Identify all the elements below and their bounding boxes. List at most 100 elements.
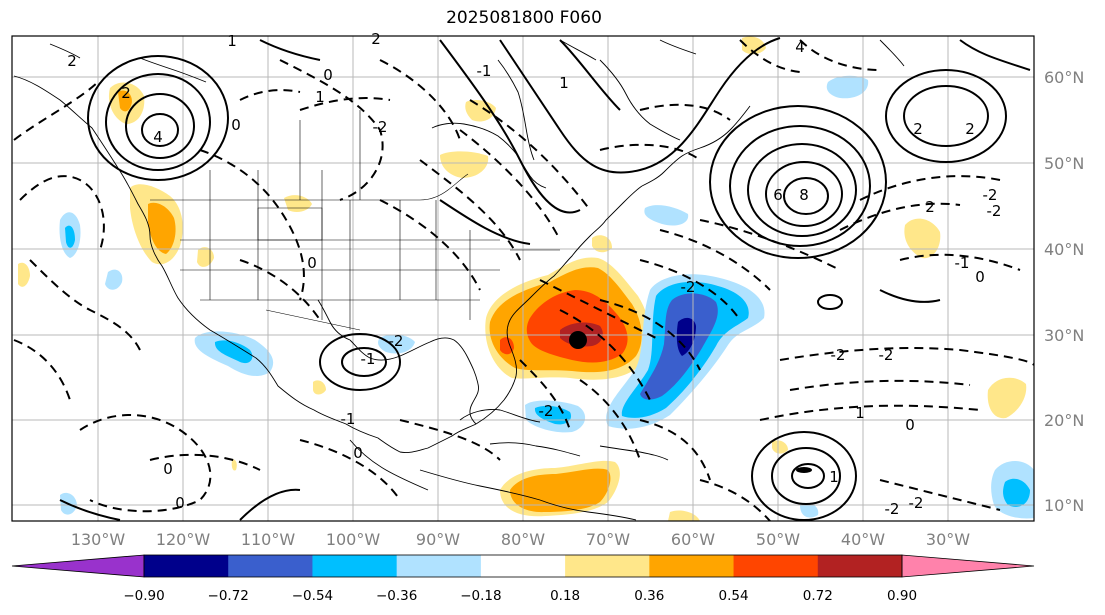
warm-patch-tiny1 [313,380,326,395]
cool-patch-north [826,75,869,99]
lon-label: 130°W [71,530,126,549]
colorbar-segment [480,555,566,577]
warm-patch-canada [742,36,766,55]
contour-label: 0 [175,494,185,512]
warm-patch-bc-inner [118,90,132,112]
contour-label: 1 [315,88,325,106]
contour-label: 4 [795,38,805,56]
lon-label: 70°W [586,530,630,549]
warm-patch-hudson [440,151,489,178]
lon-label: 90°W [416,530,460,549]
contour-label: 2 [371,30,381,48]
lon-label: 50°W [756,530,800,549]
lon-label: 60°W [671,530,715,549]
cool-anomaly-navy [676,317,696,356]
contour-label: 0 [163,460,173,478]
contour-label: 6 [773,186,783,204]
colorbar-segment [228,555,313,577]
cool-patch-atl [800,503,819,518]
colorbar-segment [817,555,903,577]
cool-patch-pacific-inner [65,225,75,248]
colorbar-tick-label: −0.72 [208,588,249,604]
longitude-labels: 130°W 120°W 110°W 100°W 90°W 80°W 70°W 6… [71,530,970,549]
colorbar-segment [733,555,819,577]
lat-label: 60°N [1044,68,1084,87]
contour-label: 2 [121,84,131,102]
map-title: 2025081800 F060 [446,8,602,28]
warm-patch-tiny2 [18,262,30,287]
contour-label: 0 [975,268,985,286]
colorbar-segment [144,555,229,577]
contour-label: 0 [307,254,317,272]
colorbar-tick-label: 0.54 [719,588,749,604]
warm-patch-tiny4 [231,459,237,471]
cool-patch-ne [644,205,689,226]
colorbar-tick-labels: −0.90 −0.72 −0.54 −0.36 −0.18 0.18 0.36 0.54 0.7… [123,588,917,604]
contour-label: 2 [913,120,923,138]
colorbar-segment [565,555,650,577]
contour-label: 1 [559,74,569,92]
contour-label: 0 [231,116,241,134]
coastlines [13,39,905,521]
warm-patch-coast-inner [148,202,176,254]
lon-label: 80°W [501,530,545,549]
contour-label: -2 [681,278,696,296]
colorbar-tick-label: 0.90 [887,588,917,604]
political-borders [150,110,560,331]
lat-lon-grid [12,36,1034,521]
contour-label: 0 [353,444,363,462]
warm-patch-east [987,377,1027,419]
colorbar-segment [312,555,398,577]
lon-label: 40°W [841,530,885,549]
lat-label: 20°N [1044,411,1084,430]
colorbar-tick-label: 0.18 [550,588,580,604]
colorbar-frame [143,554,903,578]
contour-label: 1 [227,32,237,50]
contours-negative [13,39,1034,521]
storm-center-marker [569,331,587,349]
small-center-marker [796,467,812,473]
lon-label: 110°W [241,530,296,549]
contour-label: -2 [539,402,554,420]
contour-label: 4 [153,128,163,146]
lat-label: 30°N [1044,326,1084,345]
contour-label: -2 [831,346,846,364]
contour-label: -1 [341,410,356,428]
map-frame [11,35,1035,522]
contour-label: 2 [67,52,77,70]
contour-label: -2 [983,186,998,204]
contour-label: -1 [955,254,970,272]
contour-label: -2 [389,332,404,350]
colorbar-extend-high [901,554,1035,578]
colorbar-tick-label: −0.18 [460,588,501,604]
contour-label: -2 [373,118,388,136]
cool-patch-nw [105,269,123,290]
lat-label: 10°N [1044,496,1084,515]
lon-label: 100°W [326,530,381,549]
cool-patch-gulf [378,334,415,354]
contour-label: -1 [477,62,492,80]
contour-label: 1 [829,468,839,486]
contour-label: -2 [909,494,924,512]
colorbar-segment [649,555,735,577]
shaded-fields [18,36,1034,521]
contour-label: 0 [905,416,915,434]
colorbar-tick-label: −0.36 [376,588,417,604]
tropical-warm-orange [510,468,611,513]
latitude-labels: 60°N 50°N 40°N 30°N 20°N 10°N [1044,68,1084,515]
warm-patch-tiny3 [772,440,788,454]
contour-label: -2 [879,346,894,364]
warm-patch-bottom [668,510,700,521]
colorbar [11,554,1035,578]
colorbar-tick-label: 0.72 [803,588,833,604]
warm-anomaly-small [500,337,514,355]
contour-label: -1 [361,350,376,368]
colorbar-segment [396,555,482,577]
lon-label: 120°W [156,530,211,549]
cool-patch-mexico-inner [214,340,253,364]
contour-label: 2 [965,120,975,138]
contours-positive [59,37,1031,521]
colorbar-tick-label: −0.54 [292,588,333,604]
